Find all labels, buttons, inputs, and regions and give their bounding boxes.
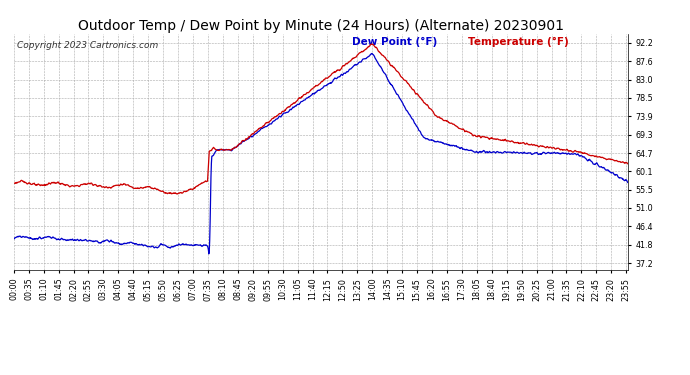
Text: Temperature (°F): Temperature (°F) — [469, 37, 569, 47]
Title: Outdoor Temp / Dew Point by Minute (24 Hours) (Alternate) 20230901: Outdoor Temp / Dew Point by Minute (24 H… — [78, 19, 564, 33]
Text: Dew Point (°F): Dew Point (°F) — [352, 37, 437, 47]
Text: Copyright 2023 Cartronics.com: Copyright 2023 Cartronics.com — [17, 41, 158, 50]
